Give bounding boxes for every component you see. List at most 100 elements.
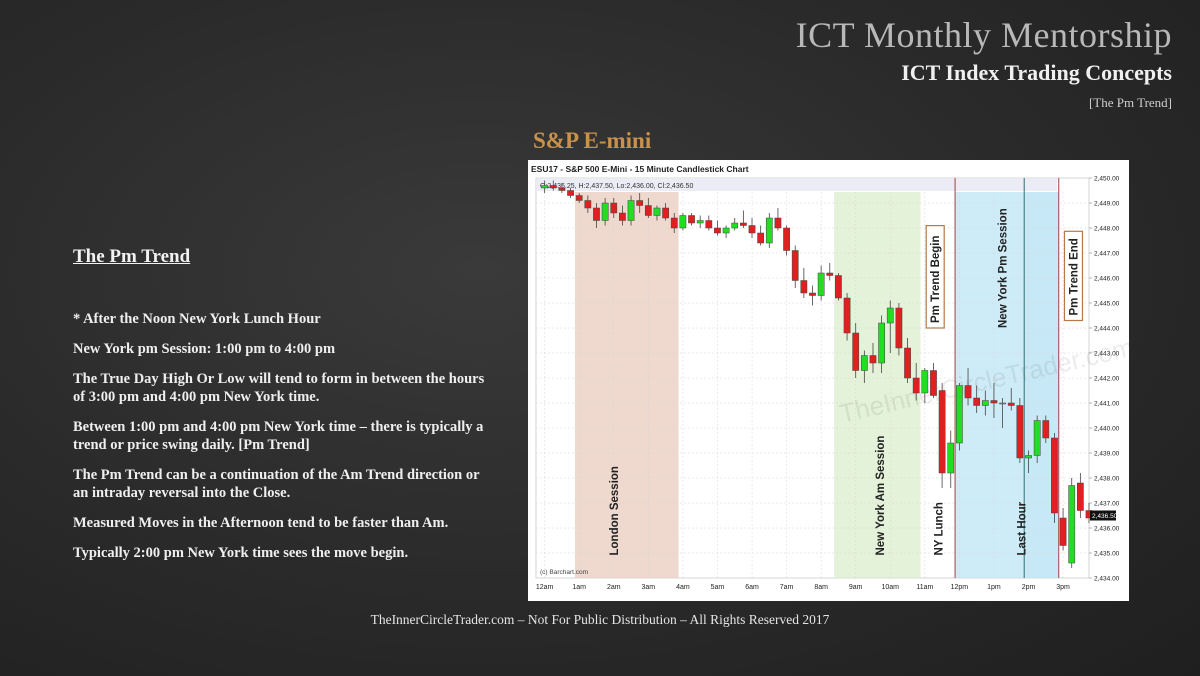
- y-tick-label: 2,437.00: [1094, 501, 1120, 508]
- candle-down: [973, 397, 981, 406]
- x-tick-label: 12am: [536, 584, 554, 591]
- candle-up: [999, 402, 1006, 405]
- candle-up: [696, 220, 704, 224]
- candle-up: [860, 355, 868, 371]
- candle-down: [895, 307, 903, 349]
- last-price-tag: [1090, 510, 1116, 521]
- candle-down: [835, 275, 842, 299]
- candle-down: [938, 390, 946, 474]
- session-band: [1024, 192, 1059, 578]
- x-tick-label: 7am: [780, 584, 794, 591]
- ny-pm-session-label: New York Pm Session: [998, 208, 1010, 328]
- y-tick-label: 2,440.00: [1094, 426, 1120, 433]
- x-tick-label: 4am: [676, 584, 690, 591]
- candle-down: [904, 347, 911, 379]
- header-title: ICT Monthly Mentorship: [795, 15, 1172, 55]
- candlestick-chart-panel: ESU17 - S&P 500 E-Mini - 15 Minute Candl…: [528, 160, 1137, 601]
- x-tick-label: 2pm: [1022, 584, 1036, 591]
- candle-down: [783, 227, 790, 251]
- candle-down: [990, 400, 998, 404]
- candle-down: [757, 232, 765, 244]
- candle-down: [1007, 402, 1015, 406]
- bullet-item: * After the Noon New York Lunch Hour: [73, 311, 321, 327]
- section-title: The Pm Trend: [73, 246, 191, 267]
- candle-down: [740, 222, 747, 226]
- x-tick-label: 5am: [711, 584, 725, 591]
- candle-up: [878, 322, 885, 364]
- footer: TheInnerCircleTrader.com – Not For Publi…: [370, 612, 830, 627]
- y-tick-label: 2,441.00: [1094, 401, 1120, 408]
- header-tag: [The Pm Trend]: [1088, 95, 1172, 110]
- candle-up: [601, 202, 609, 221]
- candle-down: [636, 200, 644, 206]
- candle-up: [956, 385, 963, 444]
- candle-down: [662, 207, 669, 219]
- x-tick-label: 11am: [916, 584, 933, 591]
- candle-down: [705, 220, 713, 229]
- candle-down: [826, 272, 834, 276]
- candle-down: [610, 202, 618, 214]
- ohlc-strip: [537, 179, 1057, 191]
- x-tick-label: 12pm: [951, 584, 969, 591]
- x-tick-label: 1am: [572, 584, 586, 591]
- candlestick-chart: ESU17 - S&P 500 E-Mini - 15 Minute Candl…: [528, 160, 1137, 591]
- candle-up: [679, 215, 687, 229]
- y-tick-label: 2,448.00: [1094, 226, 1120, 233]
- header-subtitle: ICT Index Trading Concepts: [901, 60, 1172, 85]
- y-tick-label: 2,446.00: [1094, 276, 1120, 283]
- ny-am-session-label: New York Am Session: [875, 436, 887, 556]
- candle-down: [809, 292, 816, 296]
- candle-down: [964, 385, 972, 399]
- candle-down: [593, 207, 600, 221]
- y-tick-label: 2,445.00: [1094, 301, 1120, 308]
- pm-trend-begin-label: Pm Trend Begin: [930, 235, 942, 323]
- candle-down: [644, 205, 652, 216]
- candle-up: [1025, 455, 1032, 459]
- y-tick-label: 2,435.00: [1094, 551, 1120, 558]
- x-tick-label: 9am: [849, 584, 863, 591]
- candle-down: [791, 250, 799, 281]
- candle-down: [1016, 405, 1024, 459]
- ny-lunch-label: NY Lunch: [934, 502, 946, 555]
- candle-up: [731, 222, 739, 229]
- candle-up: [541, 185, 549, 189]
- candle-up: [1033, 420, 1041, 456]
- candle-down: [869, 355, 877, 364]
- y-tick-label: 2,443.00: [1094, 351, 1120, 358]
- candle-down: [575, 195, 583, 201]
- candle-down: [912, 377, 920, 394]
- candle-up: [653, 207, 661, 216]
- bullet-item: Typically 2:00 pm New York time sees the…: [73, 545, 409, 561]
- x-tick-label: 6am: [745, 584, 759, 591]
- session-band: [834, 192, 921, 578]
- x-tick-label: 3pm: [1056, 584, 1070, 591]
- x-tick-label: 3am: [642, 584, 656, 591]
- y-tick-label: 2,438.00: [1094, 476, 1120, 483]
- candle-up: [722, 227, 730, 234]
- bullet-item: Measured Moves in the Afternoon tend to …: [73, 515, 449, 531]
- bullet-list: * After the Noon New York Lunch Hour New…: [73, 310, 493, 574]
- candle-down: [852, 332, 860, 371]
- pm-trend-begin-label-box: [925, 224, 945, 329]
- candle-down: [1042, 420, 1050, 439]
- chart-heading: S&P E-mini: [533, 128, 652, 153]
- candle-down: [843, 297, 851, 334]
- candle-up: [765, 217, 773, 244]
- candle-down: [930, 370, 937, 396]
- pm-trend-end-label-box: [1063, 230, 1084, 322]
- candle-up: [817, 272, 825, 296]
- candle-down: [558, 187, 566, 191]
- candle-up: [627, 200, 635, 221]
- y-tick-label: 2,439.00: [1094, 451, 1120, 458]
- candle-down: [714, 227, 721, 234]
- bullet-item: Between 1:00 pm and 4:00 pm New York tim…: [73, 419, 484, 453]
- candle-down: [1051, 437, 1058, 514]
- candle-down: [584, 200, 592, 209]
- candle-down: [619, 212, 626, 221]
- candle-down: [549, 185, 557, 189]
- last-hour-label: Last Hour: [1017, 501, 1029, 555]
- bullet-item: New York pm Session: 1:00 pm to 4:00 pm: [73, 341, 336, 357]
- london-session-label: London Session: [609, 466, 621, 555]
- x-tick-label: 2am: [607, 584, 621, 591]
- candle-up: [1068, 485, 1076, 564]
